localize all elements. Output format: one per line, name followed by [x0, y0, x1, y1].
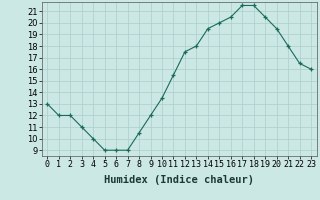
X-axis label: Humidex (Indice chaleur): Humidex (Indice chaleur): [104, 175, 254, 185]
